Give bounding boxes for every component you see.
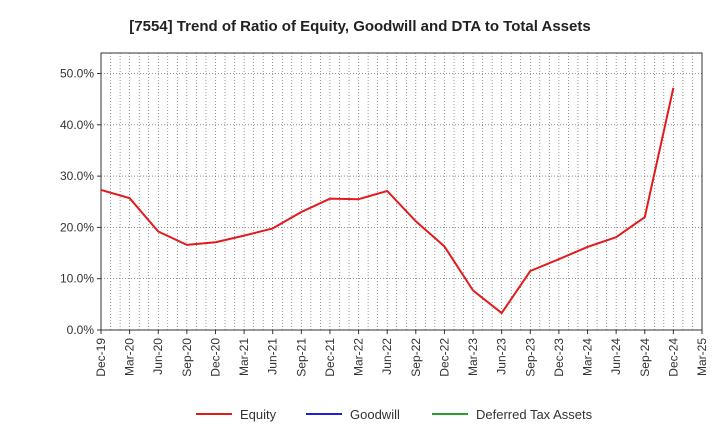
x-tick-label: Sep-23 — [523, 338, 537, 377]
y-tick-label: 50.0% — [60, 67, 94, 81]
x-tick-label: Dec-23 — [552, 338, 566, 377]
x-tick-label: Jun-23 — [495, 338, 509, 375]
x-tick-label: Mar-21 — [237, 338, 251, 376]
y-tick-label: 10.0% — [60, 272, 94, 286]
x-tick-label: Mar-23 — [466, 338, 480, 376]
y-tick-label: 30.0% — [60, 169, 94, 183]
x-tick-label: Dec-20 — [208, 338, 222, 377]
x-tick-label: Dec-21 — [323, 338, 337, 377]
series — [100, 87, 675, 315]
x-tick-label: Dec-22 — [437, 338, 451, 377]
x-tick-label: Mar-22 — [352, 338, 366, 376]
legend: Equity Goodwill Deferred Tax Assets — [196, 407, 593, 422]
x-tick-label: Jun-22 — [380, 338, 394, 375]
x-tick-label: Mar-25 — [695, 338, 709, 376]
series-line-equity — [100, 87, 675, 315]
y-tick-label: 20.0% — [60, 220, 94, 234]
x-tick-label: Dec-24 — [666, 338, 680, 377]
x-tick-label: Jun-21 — [266, 338, 280, 375]
x-tick-label: Mar-24 — [581, 338, 595, 376]
x-tick-label: Mar-20 — [123, 338, 137, 376]
y-axis: 0.0% 10.0% 20.0% 30.0% 40.0% 50.0% — [60, 67, 101, 337]
x-tick-label: Jun-20 — [151, 338, 165, 375]
x-tick-label: Sep-20 — [180, 338, 194, 377]
y-tick-label: 0.0% — [67, 323, 95, 337]
legend-label: Goodwill — [350, 407, 400, 422]
legend-label: Deferred Tax Assets — [476, 407, 593, 422]
plot-area — [100, 52, 703, 331]
x-tick-label: Dec-19 — [94, 338, 108, 377]
y-tick-label: 40.0% — [60, 118, 94, 132]
grid — [100, 53, 702, 331]
legend-label: Equity — [240, 407, 277, 422]
x-axis: Dec-19 Mar-20 Jun-20 Sep-20 Dec-20 Mar-21 Jun-… — [94, 330, 709, 377]
x-tick-label: Jun-24 — [609, 338, 623, 375]
x-tick-label: Sep-22 — [409, 338, 423, 377]
x-tick-label: Sep-21 — [294, 338, 308, 377]
chart-title: [7554] Trend of Ratio of Equity, Goodwil… — [129, 18, 590, 35]
x-tick-label: Sep-24 — [638, 338, 652, 377]
